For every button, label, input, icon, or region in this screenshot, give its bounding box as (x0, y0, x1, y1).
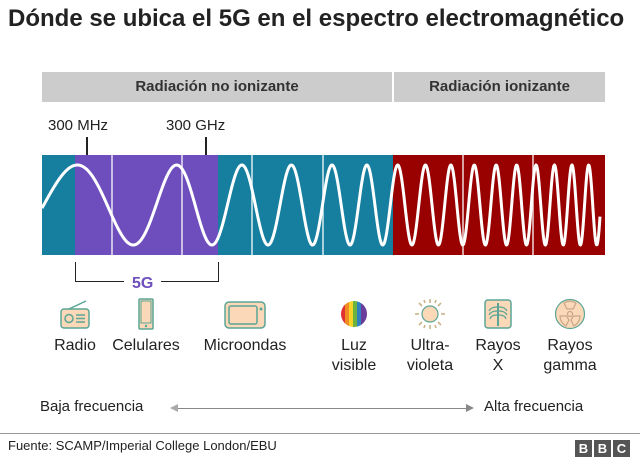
marker-300mhz-tick (86, 137, 88, 156)
axis-low-label: Baja frecuencia (40, 398, 144, 415)
marker-300mhz-label: 300 MHz (48, 117, 109, 134)
frequency-axis-line (178, 408, 468, 409)
bbc-logo-b2: B (594, 440, 611, 457)
microwave-icon (224, 301, 266, 329)
xray-icon (484, 299, 512, 329)
item-visible-light-label: Luz visible (331, 337, 377, 374)
item-xray: Rayos X (470, 298, 526, 376)
item-radio: Radio (48, 298, 102, 356)
footer-divider (0, 433, 640, 434)
marker-300ghz-label: 300 GHz (166, 117, 226, 134)
item-visible-light: Luz visible (330, 298, 378, 376)
bbc-logo-c: C (613, 440, 630, 457)
sun-icon (415, 299, 445, 329)
phone-icon (138, 298, 154, 330)
item-phones: Celulares (104, 298, 188, 356)
rainbow-icon (341, 301, 367, 327)
item-ultraviolet-label: Ultra- violeta (406, 337, 454, 374)
item-microwave: Microondas (193, 298, 297, 356)
item-gamma: Rayos gamma (535, 298, 605, 376)
marker-300ghz-tick (205, 137, 207, 156)
arrow-left-icon (170, 404, 178, 412)
radiation-icon (554, 298, 586, 330)
item-xray-label: Rayos X (475, 337, 521, 374)
item-gamma-label: Rayos gamma (543, 337, 597, 374)
item-ultraviolet: Ultra- violeta (400, 298, 460, 376)
page-title: Dónde se ubica el 5G en el espectro elec… (8, 5, 625, 32)
arrow-right-icon (466, 404, 474, 412)
category-ionizing: Radiación ionizante (394, 72, 605, 102)
bbc-logo-b1: B (575, 440, 592, 457)
category-non-ionizing: Radiación no ionizante (42, 72, 392, 102)
axis-high-label: Alta frecuencia (484, 398, 584, 415)
source-credit: Fuente: SCAMP/Imperial College London/EB… (8, 438, 277, 453)
item-phones-label: Celulares (112, 337, 180, 354)
5g-label: 5G (124, 275, 162, 293)
radio-icon (60, 300, 90, 329)
item-radio-label: Radio (54, 337, 96, 354)
item-microwave-label: Microondas (203, 337, 287, 354)
bbc-logo: B B C (575, 440, 630, 457)
